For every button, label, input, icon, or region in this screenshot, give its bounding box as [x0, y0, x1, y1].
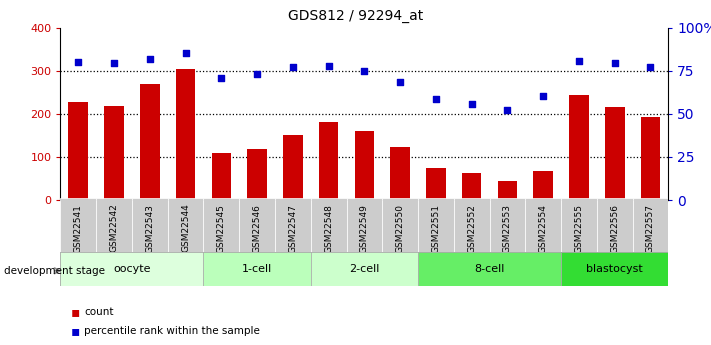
- Text: GSM22543: GSM22543: [145, 204, 154, 253]
- Bar: [140, 84, 160, 200]
- Point: [323, 63, 334, 69]
- Text: GSM22546: GSM22546: [252, 204, 262, 253]
- Point: [358, 68, 370, 73]
- Bar: [641, 117, 661, 200]
- Text: GSM22555: GSM22555: [574, 204, 584, 253]
- Bar: [60, 252, 203, 286]
- Text: GSM22547: GSM22547: [289, 204, 297, 253]
- Point: [108, 60, 119, 66]
- Point: [538, 93, 549, 99]
- Bar: [390, 148, 410, 200]
- Bar: [605, 107, 624, 200]
- Bar: [239, 198, 275, 252]
- Text: 8-cell: 8-cell: [474, 264, 505, 274]
- Point: [430, 96, 442, 102]
- Text: GSM22549: GSM22549: [360, 204, 369, 253]
- Bar: [490, 198, 525, 252]
- Text: GSM22557: GSM22557: [646, 204, 655, 253]
- Bar: [346, 198, 383, 252]
- Bar: [132, 198, 168, 252]
- Bar: [383, 198, 418, 252]
- Bar: [275, 198, 311, 252]
- Bar: [355, 131, 374, 200]
- Bar: [68, 102, 88, 200]
- Bar: [60, 198, 96, 252]
- Bar: [533, 171, 553, 200]
- Bar: [311, 198, 346, 252]
- Bar: [96, 198, 132, 252]
- Point: [502, 108, 513, 113]
- Text: GSM22556: GSM22556: [610, 204, 619, 253]
- Point: [252, 71, 263, 77]
- Text: percentile rank within the sample: percentile rank within the sample: [84, 326, 260, 336]
- Bar: [426, 168, 446, 200]
- Bar: [462, 173, 481, 200]
- Point: [645, 65, 656, 70]
- Bar: [319, 122, 338, 200]
- Text: GDS812 / 92294_at: GDS812 / 92294_at: [288, 9, 423, 23]
- Bar: [105, 106, 124, 200]
- Bar: [247, 149, 267, 200]
- Bar: [211, 152, 231, 200]
- Text: development stage: development stage: [4, 266, 105, 276]
- Bar: [311, 252, 418, 286]
- Bar: [176, 69, 196, 200]
- Bar: [418, 252, 561, 286]
- Text: GSM22544: GSM22544: [181, 204, 190, 253]
- Text: GSM22554: GSM22554: [539, 204, 547, 253]
- Bar: [561, 252, 668, 286]
- Text: ▪: ▪: [71, 305, 80, 319]
- Text: count: count: [84, 307, 113, 317]
- Text: GSM22550: GSM22550: [395, 204, 405, 253]
- Text: 1-cell: 1-cell: [242, 264, 272, 274]
- Point: [395, 79, 406, 85]
- Bar: [633, 198, 668, 252]
- Bar: [597, 198, 633, 252]
- Text: ▪: ▪: [71, 324, 80, 338]
- Bar: [203, 252, 311, 286]
- Point: [573, 58, 584, 64]
- Bar: [498, 181, 518, 200]
- Point: [609, 60, 621, 66]
- Bar: [283, 136, 303, 200]
- Bar: [569, 95, 589, 200]
- Text: oocyte: oocyte: [113, 264, 151, 274]
- Text: GSM22548: GSM22548: [324, 204, 333, 253]
- Text: 2-cell: 2-cell: [349, 264, 380, 274]
- Bar: [525, 198, 561, 252]
- Text: GSM22542: GSM22542: [109, 204, 119, 253]
- Bar: [203, 198, 239, 252]
- Point: [73, 59, 84, 65]
- Point: [144, 56, 156, 61]
- Text: blastocyst: blastocyst: [587, 264, 643, 274]
- Point: [215, 75, 227, 80]
- Bar: [454, 198, 490, 252]
- Text: GSM22551: GSM22551: [432, 204, 440, 253]
- Point: [466, 101, 477, 106]
- Text: GSM22552: GSM22552: [467, 204, 476, 253]
- Text: GSM22545: GSM22545: [217, 204, 226, 253]
- Bar: [418, 198, 454, 252]
- Point: [180, 51, 191, 56]
- Text: GSM22553: GSM22553: [503, 204, 512, 253]
- Bar: [168, 198, 203, 252]
- Point: [287, 65, 299, 70]
- Bar: [561, 198, 597, 252]
- Text: GSM22541: GSM22541: [74, 204, 82, 253]
